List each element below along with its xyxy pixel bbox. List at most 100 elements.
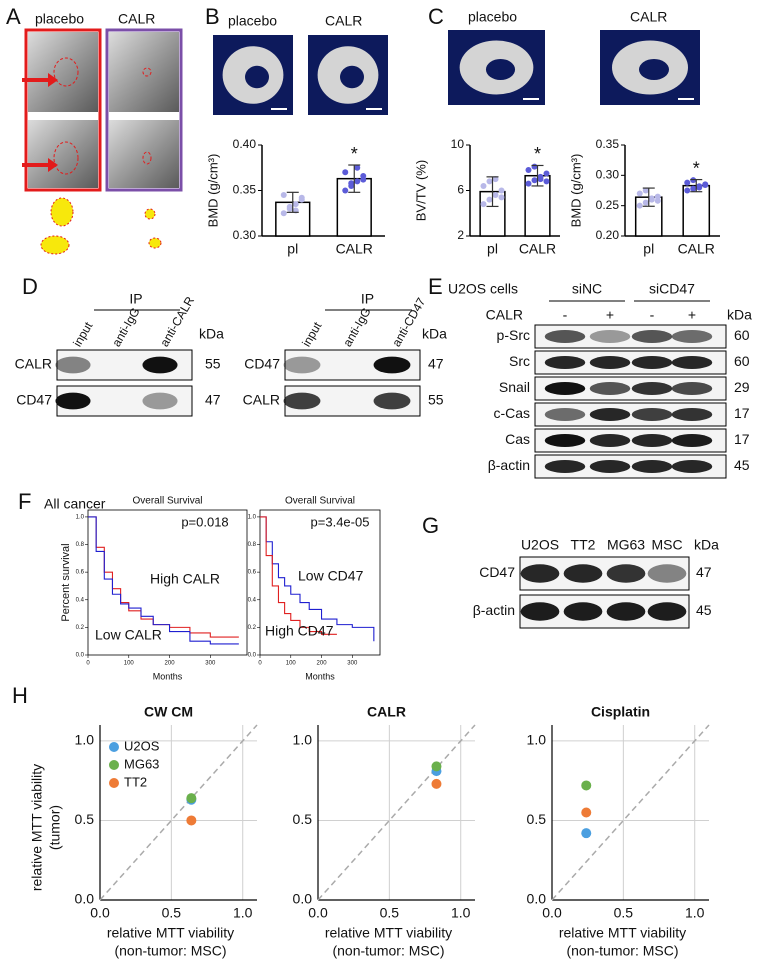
plot-title: Cisplatin xyxy=(591,704,650,720)
blot-band xyxy=(631,408,673,421)
kda-header: kDa xyxy=(199,326,224,342)
x-axis-label: Months xyxy=(305,671,335,681)
x-tick-label: 0.0 xyxy=(542,905,562,921)
data-point xyxy=(360,176,367,183)
lesion-outline xyxy=(53,141,79,175)
kda-value: 60 xyxy=(734,353,750,369)
y-tick-label: 0.30 xyxy=(233,228,257,242)
legend-label: MG63 xyxy=(124,756,159,771)
blot-row-label: Cas xyxy=(505,431,530,447)
kda-header: kDa xyxy=(422,326,447,342)
plot-title: CALR xyxy=(367,704,406,720)
kda-value: 55 xyxy=(205,356,221,372)
lesion-shape xyxy=(40,235,70,255)
blot-band xyxy=(544,408,586,421)
xray-image xyxy=(109,120,179,188)
blot-band xyxy=(647,564,687,583)
panel-letter: G xyxy=(422,513,439,538)
data-point xyxy=(480,182,487,189)
y-tick-label: 0.20 xyxy=(596,228,620,242)
blot-band xyxy=(671,408,713,421)
x-axis-label: Months xyxy=(153,671,183,681)
data-point xyxy=(525,180,532,187)
blot-strip xyxy=(534,428,727,453)
blot-row-label: CD47 xyxy=(244,356,280,372)
panel-letter: E xyxy=(428,274,443,299)
blot-row-label: β-actin xyxy=(488,457,530,473)
data-point xyxy=(280,192,287,199)
blot-band xyxy=(283,356,321,374)
plot-title: Overall Survival xyxy=(285,496,355,507)
plot-frame xyxy=(87,509,248,656)
panel-letter: H xyxy=(12,683,28,708)
data-point xyxy=(280,210,287,217)
kda-value: 47 xyxy=(205,392,221,408)
y-tick-label: 0.25 xyxy=(596,198,620,212)
y-tick-label: 0.30 xyxy=(596,168,620,182)
blot-band xyxy=(671,434,713,447)
column-label: placebo xyxy=(228,13,277,29)
blot-band xyxy=(589,434,631,447)
data-point xyxy=(642,187,649,194)
ip-label: IP xyxy=(129,291,142,307)
blot-row-label: CALR xyxy=(15,356,52,372)
data-point xyxy=(654,197,661,204)
survival-curve xyxy=(260,516,337,635)
lane-label: MSC xyxy=(651,537,682,553)
lesion-shape xyxy=(50,197,74,227)
blot-strip xyxy=(534,454,727,479)
panel-letter: C xyxy=(428,4,444,29)
x-axis-label: relative MTT viability xyxy=(559,925,686,941)
y-tick-label: 10 xyxy=(451,137,465,151)
x-tick-label: 1.0 xyxy=(233,905,253,921)
lane-label: input xyxy=(299,319,324,349)
x-tick-label: 200 xyxy=(165,661,176,667)
column-label: CALR xyxy=(325,13,362,29)
arrow-head xyxy=(48,73,58,87)
blot-band xyxy=(631,382,673,395)
treatment-sign: - xyxy=(563,307,568,323)
x-tick-label: 300 xyxy=(347,661,358,667)
data-point xyxy=(581,828,592,839)
column-label: CALR xyxy=(118,11,155,27)
image-frame xyxy=(24,28,102,192)
x-tick-label: 0 xyxy=(258,661,262,667)
cell-line: U2OS cells xyxy=(448,281,518,297)
data-point xyxy=(696,184,703,191)
blot-strip xyxy=(534,402,727,427)
y-tick-label: 1.0 xyxy=(293,732,313,748)
blot-band xyxy=(563,602,603,621)
ip-label: IP xyxy=(361,291,374,307)
blot-band xyxy=(544,330,586,343)
survival-curve xyxy=(88,516,239,645)
blot-band xyxy=(589,330,631,343)
blot-band xyxy=(589,408,631,421)
kda-value: 17 xyxy=(734,405,750,421)
x-tick-label: 0 xyxy=(86,661,90,667)
y-axis-label: BMD (g/cm³) xyxy=(205,154,220,228)
blot-band xyxy=(544,434,586,447)
kda-value: 17 xyxy=(734,431,750,447)
x-tick-label: CALR xyxy=(519,241,556,257)
blot-band xyxy=(631,434,673,447)
data-point xyxy=(186,793,197,804)
y-tick-label: 0.2 xyxy=(76,625,85,631)
y-tick-label: 0.8 xyxy=(248,542,257,548)
identity-line xyxy=(551,724,710,901)
y-tick-label: 0.6 xyxy=(248,570,257,576)
x-tick-label: 200 xyxy=(317,661,328,667)
column-label: CALR xyxy=(630,9,667,25)
data-point xyxy=(431,761,442,772)
column-label: placebo xyxy=(468,9,517,25)
plot-title: CW CM xyxy=(144,704,193,720)
y-tick-label: 0.2 xyxy=(248,625,257,631)
lane-label: anti-CALR xyxy=(157,294,197,349)
lane-label: anti-IgG xyxy=(340,305,373,349)
x-axis-label: (non-tumor: MSC) xyxy=(332,943,444,959)
blot-band xyxy=(671,356,713,369)
data-point xyxy=(690,185,697,192)
y-tick-label: 0.35 xyxy=(233,183,257,197)
x-tick-label: 1.0 xyxy=(451,905,471,921)
blot-row-label: CD47 xyxy=(16,392,52,408)
blot-band xyxy=(520,564,560,583)
